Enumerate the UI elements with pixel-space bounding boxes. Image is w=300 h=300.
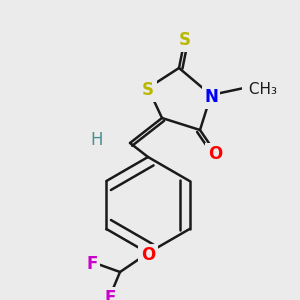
Text: N: N [204, 88, 218, 106]
Text: F: F [104, 289, 116, 300]
Text: H: H [91, 131, 103, 149]
Text: F: F [86, 255, 98, 273]
Text: O: O [208, 145, 222, 163]
Text: S: S [179, 31, 191, 49]
Text: O: O [141, 246, 155, 264]
Text: S: S [142, 81, 154, 99]
Text: CH₃: CH₃ [244, 82, 277, 97]
